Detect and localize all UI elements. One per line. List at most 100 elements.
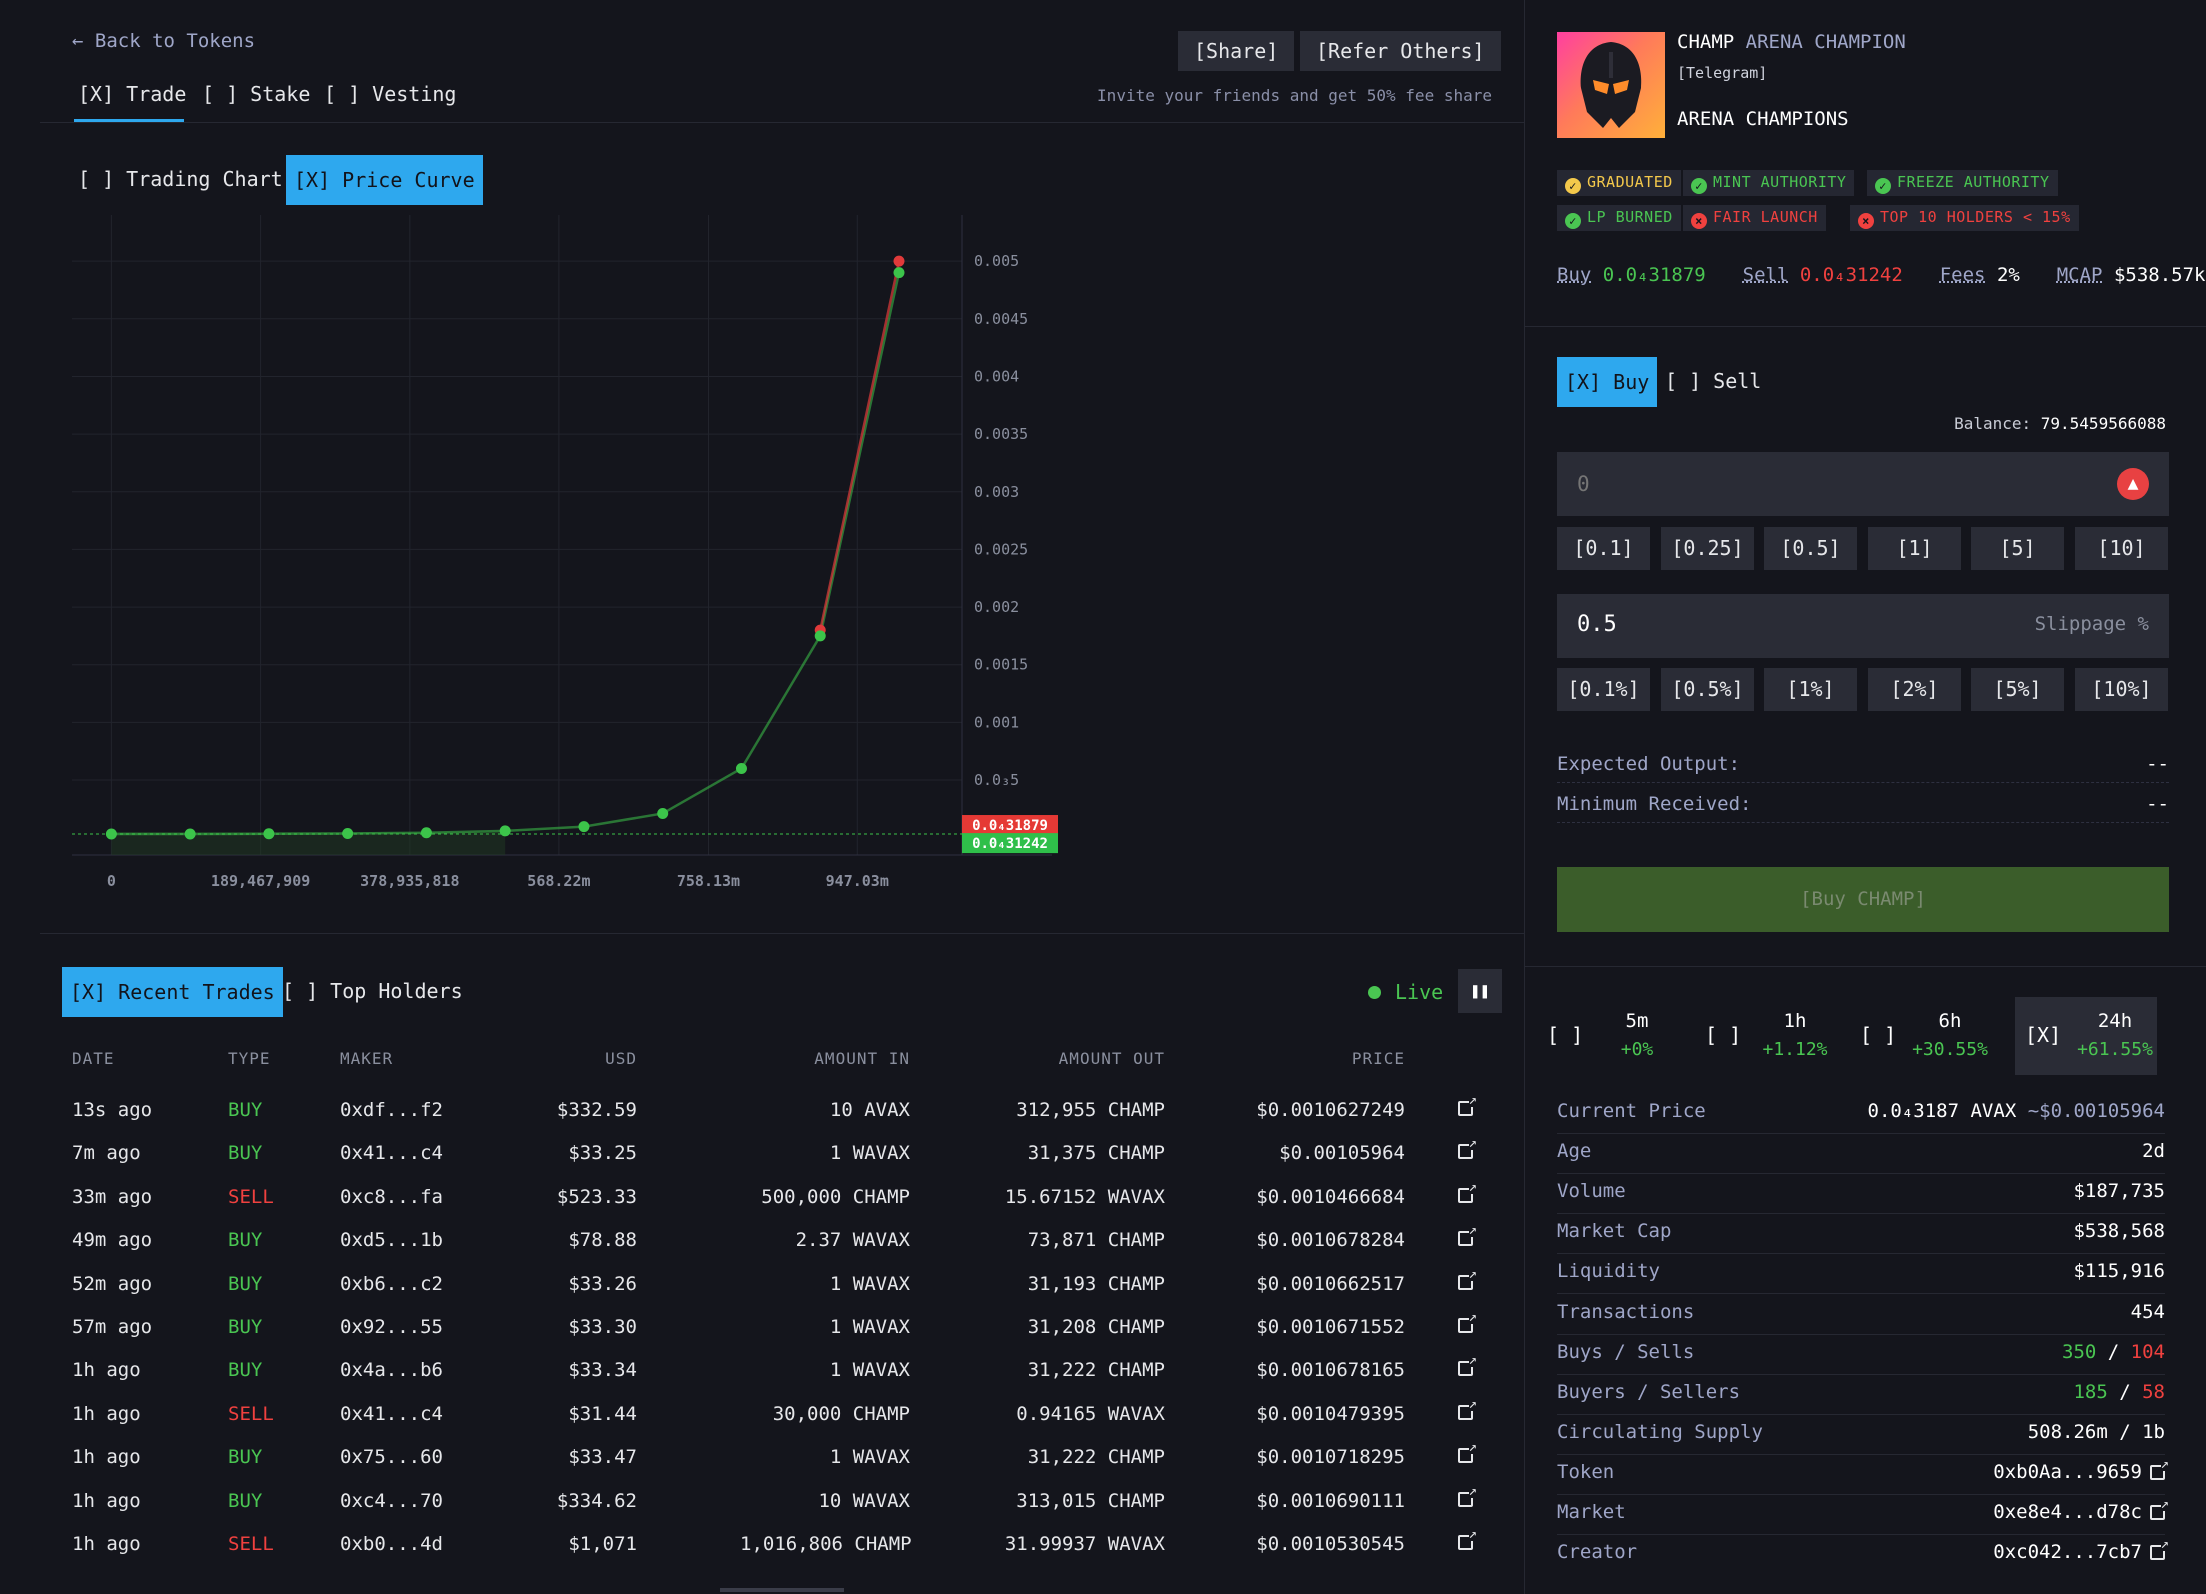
tab-trade[interactable]: [X] Trade bbox=[78, 82, 187, 106]
tab-price-curve[interactable]: [X] Price Curve bbox=[286, 155, 483, 205]
sidebar-panel: CHAMP ARENA CHAMPION [Telegram] ARENA CH… bbox=[1525, 0, 2206, 1594]
amount-preset-button[interactable]: [5] bbox=[1971, 527, 2064, 570]
trade-maker[interactable]: 0xdf...f2 bbox=[340, 1099, 443, 1121]
badge-label: GRADUATED bbox=[1587, 173, 1673, 191]
tab-trading-chart[interactable]: [ ] Trading Chart bbox=[78, 167, 283, 191]
timeframe-1h[interactable]: [ ] 1h +1.12% bbox=[1695, 997, 1837, 1075]
trade-maker[interactable]: 0xd5...1b bbox=[340, 1229, 443, 1252]
back-to-tokens-link[interactable]: ← Back to Tokens bbox=[72, 30, 255, 52]
amount-field[interactable]: ▲ bbox=[1557, 452, 2169, 516]
trade-usd: $33.30 bbox=[568, 1316, 637, 1338]
tab-stake[interactable]: [ ] Stake bbox=[202, 82, 311, 106]
tab-sell[interactable]: [ ] Sell bbox=[1665, 369, 1762, 393]
liquidity-label: Liquidity bbox=[1557, 1260, 1660, 1282]
amount-preset-button[interactable]: [0.25] bbox=[1661, 527, 1754, 570]
trade-maker[interactable]: 0x75...60 bbox=[340, 1446, 443, 1469]
trade-link[interactable] bbox=[1458, 1310, 1477, 1336]
trade-link[interactable] bbox=[1458, 1483, 1477, 1510]
telegram-link[interactable]: [Telegram] bbox=[1677, 64, 1768, 82]
tab-vesting[interactable]: [ ] Vesting bbox=[324, 82, 457, 106]
timeframe-change: +30.55% bbox=[1912, 1039, 1988, 1060]
slippage-preset-button[interactable]: [0.5%] bbox=[1661, 668, 1754, 711]
table-row: 1h ago BUY 0xc4...70 $334.62 10 WAVAX 313,015… bbox=[72, 1483, 1512, 1533]
slippage-preset-button[interactable]: [10%] bbox=[2075, 668, 2168, 711]
avax-icon: ▲ bbox=[2117, 468, 2149, 500]
trade-amount-in: 500,000 CHAMP bbox=[761, 1185, 910, 1208]
stat-age: Age 2d bbox=[1557, 1134, 2165, 1174]
creator-address-link[interactable]: 0xc042...7cb7 bbox=[1993, 1537, 2169, 1563]
timeframe-6h[interactable]: [ ] 6h +30.55% bbox=[1850, 997, 1992, 1075]
tab-recent-trades[interactable]: [X] Recent Trades bbox=[62, 967, 283, 1017]
trade-link[interactable] bbox=[1458, 1353, 1477, 1379]
horizontal-scrollbar[interactable] bbox=[720, 1588, 844, 1592]
pause-button[interactable]: ❚❚ bbox=[1458, 969, 1502, 1013]
header-divider bbox=[40, 122, 1524, 123]
token-address-label: Token bbox=[1557, 1461, 1615, 1483]
trade-link[interactable] bbox=[1458, 1136, 1477, 1162]
trade-maker[interactable]: 0xc8...fa bbox=[340, 1185, 443, 1208]
tab-top-holders[interactable]: [ ] Top Holders bbox=[282, 979, 463, 1003]
market-address-link[interactable]: 0xe8e4...d78c bbox=[1993, 1497, 2169, 1523]
refer-others-button[interactable]: [Refer Others] bbox=[1300, 31, 1501, 71]
external-link-icon bbox=[1458, 1353, 1477, 1377]
trade-maker[interactable]: 0xb0...4d bbox=[340, 1533, 443, 1555]
slippage-field[interactable]: 0.5 Slippage % bbox=[1557, 594, 2169, 658]
trade-link[interactable] bbox=[1458, 1223, 1477, 1249]
balance: Balance: 79.5459566088 bbox=[1954, 414, 2166, 433]
external-link-icon bbox=[2150, 1457, 2169, 1480]
badge-label: TOP 10 HOLDERS < 15% bbox=[1880, 208, 2071, 226]
current-price-value: 0.0₄3187 AVAX bbox=[1867, 1100, 2017, 1122]
trade-link[interactable] bbox=[1458, 1179, 1477, 1206]
trade-date: 1h ago bbox=[72, 1446, 141, 1469]
tab-buy[interactable]: [X] Buy bbox=[1557, 357, 1658, 407]
trade-price: $0.0010718295 bbox=[1256, 1446, 1405, 1469]
transactions-label: Transactions bbox=[1557, 1301, 1695, 1323]
trade-link[interactable] bbox=[1458, 1440, 1477, 1466]
timeframe-24h[interactable]: [X] 24h +61.55% bbox=[2015, 997, 2157, 1075]
check-circle-icon: ✓ bbox=[1565, 178, 1581, 194]
trade-type: BUY bbox=[228, 1316, 263, 1338]
x-tick-label: 758.13m bbox=[677, 872, 740, 890]
amount-preset-button[interactable]: [10] bbox=[2075, 527, 2168, 570]
trade-amount-out: 31.99937 WAVAX bbox=[1004, 1533, 1165, 1555]
status-badge: ✓ MINT AUTHORITY bbox=[1683, 170, 1855, 196]
trade-link[interactable] bbox=[1458, 1527, 1477, 1553]
buy-submit-button[interactable]: [Buy CHAMP] bbox=[1557, 867, 2169, 932]
supply-value: 508.26m / 1b bbox=[2027, 1421, 2165, 1443]
table-row: 49m ago BUY 0xd5...1b $78.88 2.37 WAVAX 73,87… bbox=[72, 1223, 1512, 1272]
trade-maker[interactable]: 0x92...55 bbox=[340, 1316, 443, 1338]
trade-usd: $332.59 bbox=[556, 1099, 637, 1121]
amount-preset-button[interactable]: [0.1] bbox=[1557, 527, 1650, 570]
pause-icon: ❚❚ bbox=[1470, 981, 1490, 1000]
timeframe-checkbox: [ ] bbox=[1547, 1023, 1584, 1047]
timeframe-5m[interactable]: [ ] 5m +0% bbox=[1537, 997, 1679, 1075]
slippage-preset-button[interactable]: [1%] bbox=[1764, 668, 1857, 711]
y-tick-label: 0.0₃5 bbox=[974, 771, 1019, 789]
helmet-icon bbox=[1580, 42, 1642, 128]
trade-price: $0.0010690111 bbox=[1256, 1489, 1405, 1512]
trade-amount-out: 73,871 CHAMP bbox=[1027, 1229, 1165, 1252]
slippage-preset-button[interactable]: [2%] bbox=[1868, 668, 1961, 711]
trade-maker[interactable]: 0x41...c4 bbox=[340, 1142, 443, 1165]
token-description: ARENA CHAMPIONS bbox=[1677, 108, 1849, 130]
amount-preset-button[interactable]: [1] bbox=[1868, 527, 1961, 570]
trade-date: 7m ago bbox=[72, 1142, 141, 1165]
table-row: 1h ago BUY 0x75...60 $33.47 1 WAVAX 31,222 CH… bbox=[72, 1440, 1512, 1489]
token-address-link[interactable]: 0xb0Aa...9659 bbox=[1993, 1457, 2169, 1483]
slippage-label: Slippage % bbox=[2034, 613, 2149, 635]
col-type: TYPE bbox=[228, 1049, 271, 1068]
amount-input[interactable] bbox=[1577, 466, 2077, 502]
amount-preset-button[interactable]: [0.5] bbox=[1764, 527, 1857, 570]
token-symbol: CHAMP bbox=[1677, 31, 1735, 53]
trade-link[interactable] bbox=[1458, 1093, 1477, 1119]
trade-maker[interactable]: 0x4a...b6 bbox=[340, 1359, 443, 1382]
slippage-preset-button[interactable]: [0.1%] bbox=[1557, 668, 1650, 711]
trade-maker[interactable]: 0x41...c4 bbox=[340, 1402, 443, 1425]
trade-link[interactable] bbox=[1458, 1396, 1477, 1423]
slippage-preset-button[interactable]: [5%] bbox=[1971, 668, 2064, 711]
trade-link[interactable] bbox=[1458, 1266, 1477, 1293]
share-button[interactable]: [Share] bbox=[1178, 31, 1295, 71]
status-badge: ✓ FREEZE AUTHORITY bbox=[1867, 170, 2058, 196]
trade-maker[interactable]: 0xc4...70 bbox=[340, 1489, 443, 1512]
trade-maker[interactable]: 0xb6...c2 bbox=[340, 1272, 443, 1295]
